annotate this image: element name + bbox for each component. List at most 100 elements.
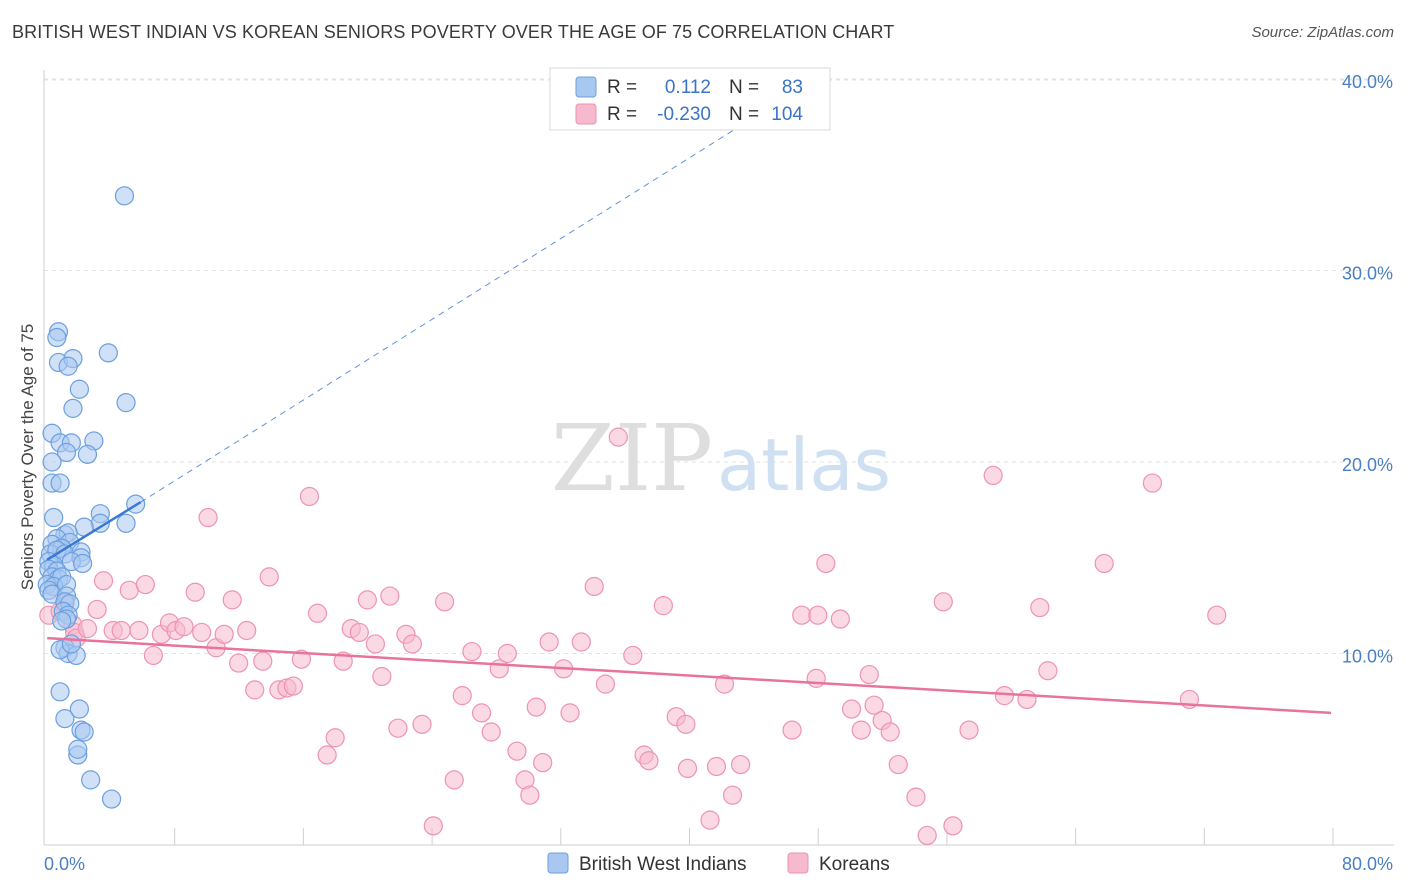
korean-point [806,668,826,688]
korean-point [841,699,862,719]
bwi-point [58,356,78,376]
korean-point [1094,553,1114,574]
korean-point [507,741,527,761]
korean-point [222,590,242,610]
y-tick-label-20: 20.0% [1342,455,1393,475]
korean-point [943,816,963,836]
bwi-point [55,709,75,729]
bwi-point [56,442,77,463]
bwi-point [44,507,64,528]
korean-point [959,720,979,740]
korean-point [462,641,482,662]
korean-point [1207,605,1227,625]
bwi-point [116,513,136,533]
korean-point [291,649,311,669]
korean-point [119,580,139,600]
korean-point [229,653,249,673]
korean-point [730,754,751,775]
korean-point [245,680,265,700]
watermark-atlas: atlas [717,423,891,507]
korean-point [1038,661,1058,681]
bwi-point [63,398,83,418]
bwi-point [116,393,136,413]
legend-swatch-bwi [575,76,597,98]
korean-point [87,599,107,620]
bwi-point [74,722,94,742]
legend-r-value-bwi: 0.112 [665,77,711,98]
chart-title: BRITISH WEST INDIAN VS KOREAN SENIORS PO… [12,22,895,42]
legend-box [549,67,831,131]
trend-line-bwi-dashed [140,72,825,503]
y-tick-label-40: 40.0% [1342,72,1393,92]
korean-point [595,674,616,694]
korean-point [1030,597,1050,618]
y-axis-title: Seniors Poverty Over the Age of 75 [18,324,37,590]
x-tick-label-min: 0.0% [44,854,85,874]
bwi-point [42,452,62,472]
korean-point [526,697,546,717]
korean-point [471,703,492,723]
bwi-point [47,327,67,348]
trend-lines [46,72,1332,715]
korean-point [782,720,802,740]
korean-point [560,703,580,723]
korean-point [533,753,553,773]
bwi-point [69,699,89,719]
korean-point [994,686,1015,706]
korean-point [357,590,377,610]
bottom-legend-swatch-bwi [547,852,569,874]
korean-point [283,676,303,696]
korean-point [722,785,743,805]
trend-line-bwi [46,501,142,561]
korean-point [412,714,432,734]
korean-point [830,609,850,629]
korean-point [307,603,328,623]
watermark-zip: ZIP [551,405,713,512]
bwi-point [73,553,93,574]
korean-point [253,651,273,671]
korean-point [77,619,98,639]
bottom-legend-label-bwi: British West Indians [579,854,747,875]
korean-point [1017,689,1037,710]
korean-point [983,465,1003,486]
korean-point [706,756,727,777]
korean-point [452,686,472,706]
korean-point [851,720,871,740]
bwi-point [61,634,81,654]
bwi-point [52,611,72,631]
bottom-legend-swatch-korean [787,852,809,874]
korean-point [481,722,501,742]
korean-point [1142,473,1163,493]
korean-point [349,622,369,643]
korean-point [676,714,696,734]
korean-point [380,586,400,606]
legend-swatch-korean [575,103,597,125]
korean-point [816,553,836,574]
trend-line-korean [47,636,1332,715]
korean-point [623,645,643,666]
korean-point [639,751,659,771]
korean-point [888,754,908,775]
korean-point [808,605,828,625]
korean-point [129,620,149,641]
korean-point [539,632,559,652]
legend-r-label-bwi: R = [607,77,637,98]
korean-point [714,674,735,694]
korean-point [933,592,953,612]
korean-point [423,816,443,836]
korean-point [700,810,720,830]
korean-point [388,718,408,738]
bwi-point [81,770,101,790]
korean-point [174,617,194,637]
bwi-point [77,444,98,464]
y-tick-label-30: 30.0% [1342,264,1393,284]
bottom-legend-label-korean: Koreans [819,854,890,875]
bwi-point [68,739,88,759]
bottom-legend: British West Indians Koreans [547,852,890,875]
legend-n-label-korean: N = [729,104,759,125]
korean-point [143,645,163,666]
korean-point [792,605,812,625]
legend: R = 0.112 N = 83 R = -0.230 N = 104 [549,67,831,131]
korean-point [584,576,604,597]
korean-point [93,571,114,591]
